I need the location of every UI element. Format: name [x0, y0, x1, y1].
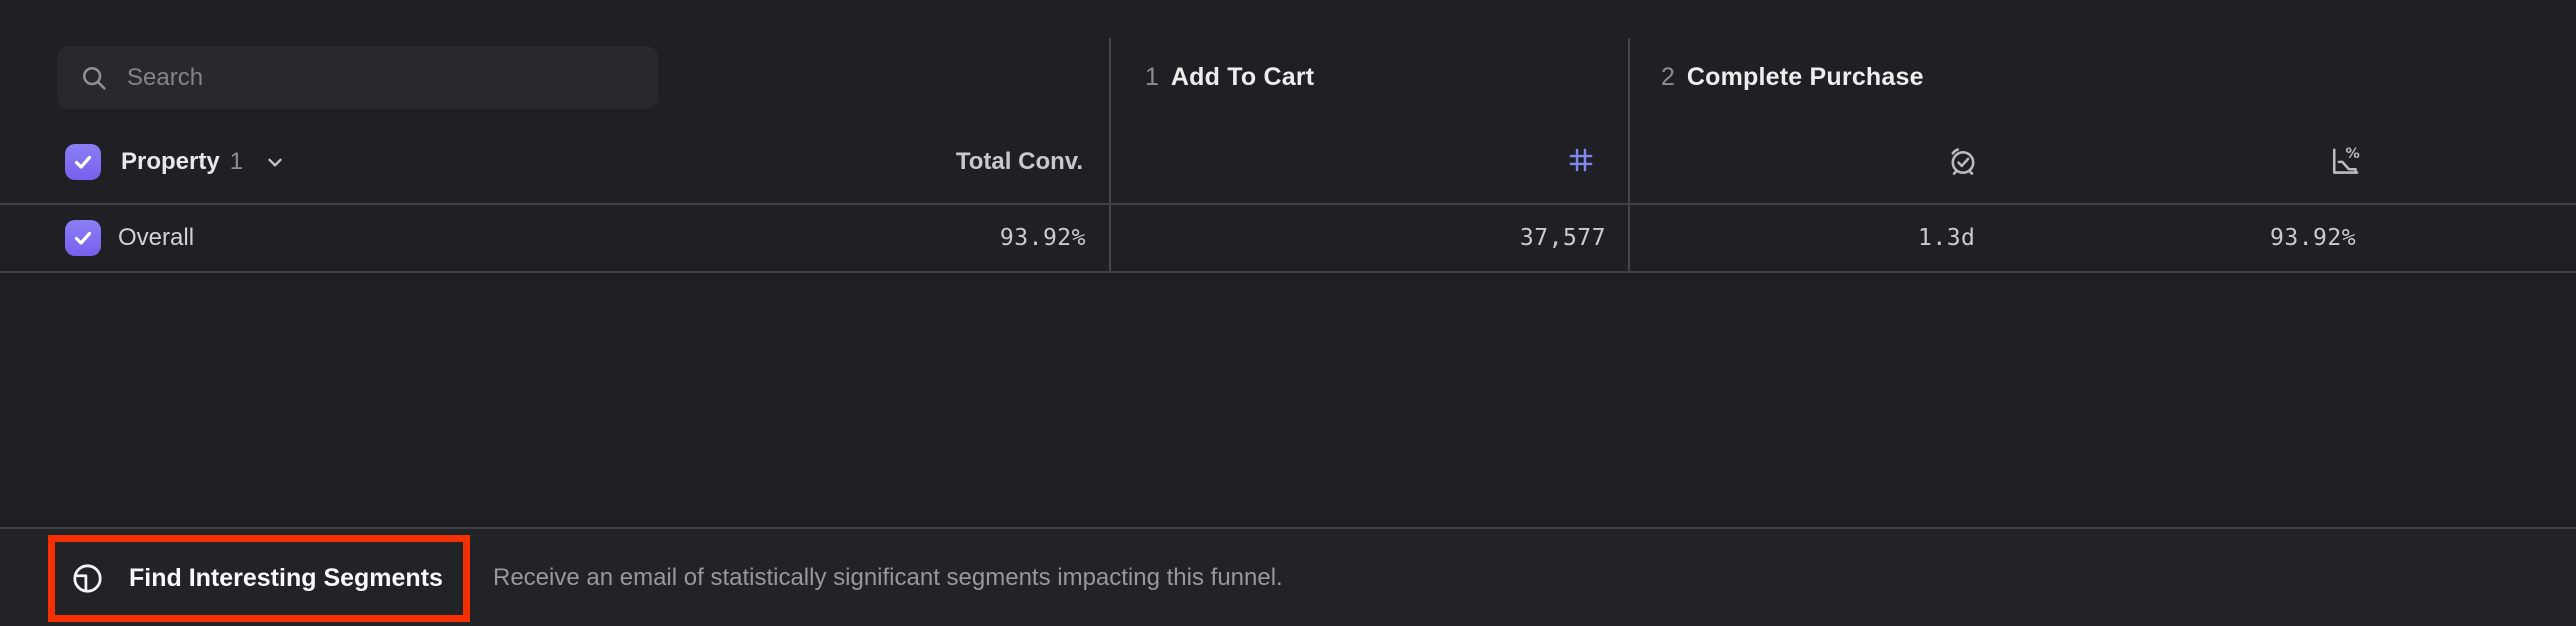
row-checkbox[interactable]	[65, 220, 101, 256]
table-row-overall[interactable]: Overall 93.92% 37,577 1.3d 93.92%	[0, 203, 2576, 273]
chevron-down-icon[interactable]	[263, 150, 287, 174]
step-label: Complete Purchase	[1686, 63, 1924, 91]
property-selector[interactable]: Property 1	[65, 143, 287, 181]
search-input[interactable]	[125, 62, 652, 93]
column-divider	[1628, 38, 1630, 273]
cell-step1-count: 37,577	[1519, 225, 1606, 251]
total-conv-header: Total Conv.	[955, 148, 1083, 175]
time-to-convert-icon[interactable]	[1943, 143, 1983, 179]
search-icon	[79, 63, 109, 93]
step-header-complete-purchase: 2 Complete Purchase	[1661, 63, 1924, 92]
footer-bar: Find Interesting Segments Receive an ema…	[0, 527, 2576, 626]
property-label: Property	[121, 148, 220, 175]
check-icon	[74, 231, 92, 245]
row-name: Overall	[118, 224, 195, 251]
step-header-add-to-cart: 1 Add To Cart	[1145, 63, 1314, 92]
check-icon	[74, 155, 92, 169]
footer-description: Receive an email of statistically signif…	[493, 563, 1283, 591]
cell-total-conv: 93.92%	[999, 225, 1086, 251]
count-icon[interactable]	[1561, 143, 1601, 177]
column-divider	[1109, 38, 1111, 273]
annotation-highlight-box: Find Interesting Segments	[48, 535, 470, 622]
step-number: 2	[1661, 63, 1675, 91]
find-interesting-segments-button[interactable]: Find Interesting Segments	[55, 560, 449, 597]
cell-step2-conv: 93.92%	[2270, 225, 2357, 251]
property-index: 1	[229, 148, 244, 175]
property-checkbox[interactable]	[65, 144, 101, 180]
conversion-rate-icon[interactable]: %	[2324, 143, 2364, 179]
segments-icon	[70, 561, 105, 596]
find-interesting-segments-label: Find Interesting Segments	[129, 564, 443, 592]
search-bar[interactable]	[57, 46, 658, 109]
step-number: 1	[1145, 63, 1159, 91]
step-label: Add To Cart	[1170, 63, 1315, 91]
cell-step2-avg-time: 1.3d	[1918, 225, 1976, 251]
svg-text:%: %	[2346, 146, 2360, 162]
